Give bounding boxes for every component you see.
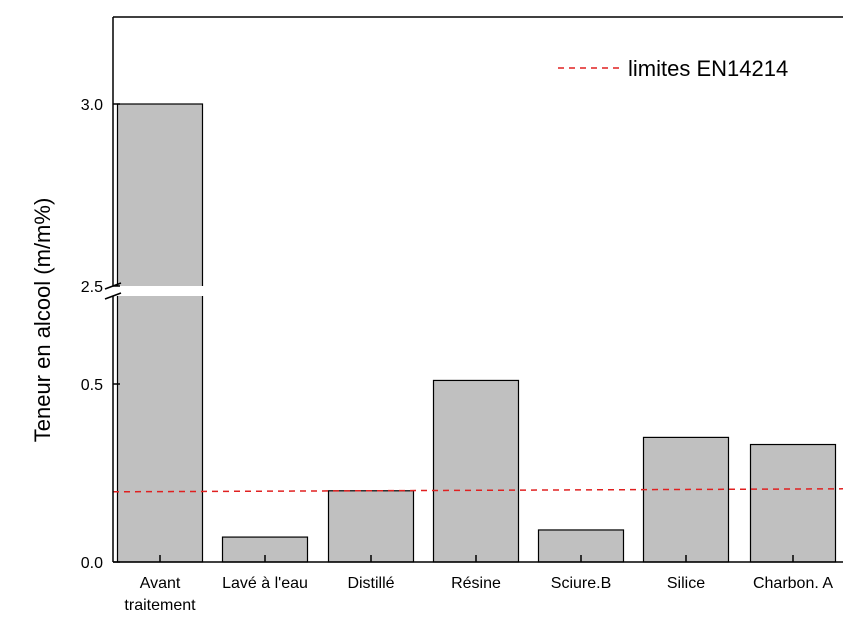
bar-6	[749, 443, 837, 563]
x-category-label-1: Lavé à l'eau	[222, 575, 308, 592]
legend: limites EN14214	[558, 56, 788, 81]
bar-0	[116, 103, 204, 563]
bar-5	[642, 436, 730, 563]
y-tick-label-2: 2.5	[81, 279, 103, 296]
y-axis-label: Teneur en alcool (m/m%)	[30, 198, 55, 443]
bar-3	[432, 379, 520, 563]
legend-label: limites EN14214	[628, 56, 788, 81]
reference-line-group	[112, 488, 843, 493]
bar-2	[327, 490, 415, 563]
y-tick-label-3: 3.0	[81, 97, 103, 114]
y-tick-label-1: 0.5	[81, 377, 103, 394]
reference-line	[112, 488, 843, 493]
axis-break-mark-lower	[104, 292, 122, 300]
y-tick-label-0: 0.0	[81, 555, 103, 572]
x-category-label-3: Résine	[451, 575, 501, 592]
x-category-label-2: Distillé	[347, 575, 394, 592]
axis-break-gap	[100, 286, 220, 296]
x-category-label-5: Silice	[667, 575, 705, 592]
x-category-label-0: Avant traitement	[124, 575, 196, 614]
x-category-label-4: Sciure.B	[551, 575, 611, 592]
bars-group	[116, 103, 837, 563]
y-ticks-group: 0.0 0.5 2.5 3.0	[81, 97, 120, 572]
axes-group	[100, 16, 843, 563]
x-category-labels: Avant traitement Lavé à l'eau Distillé Résin…	[124, 555, 833, 614]
x-category-label-6: Charbon. A	[753, 575, 833, 592]
